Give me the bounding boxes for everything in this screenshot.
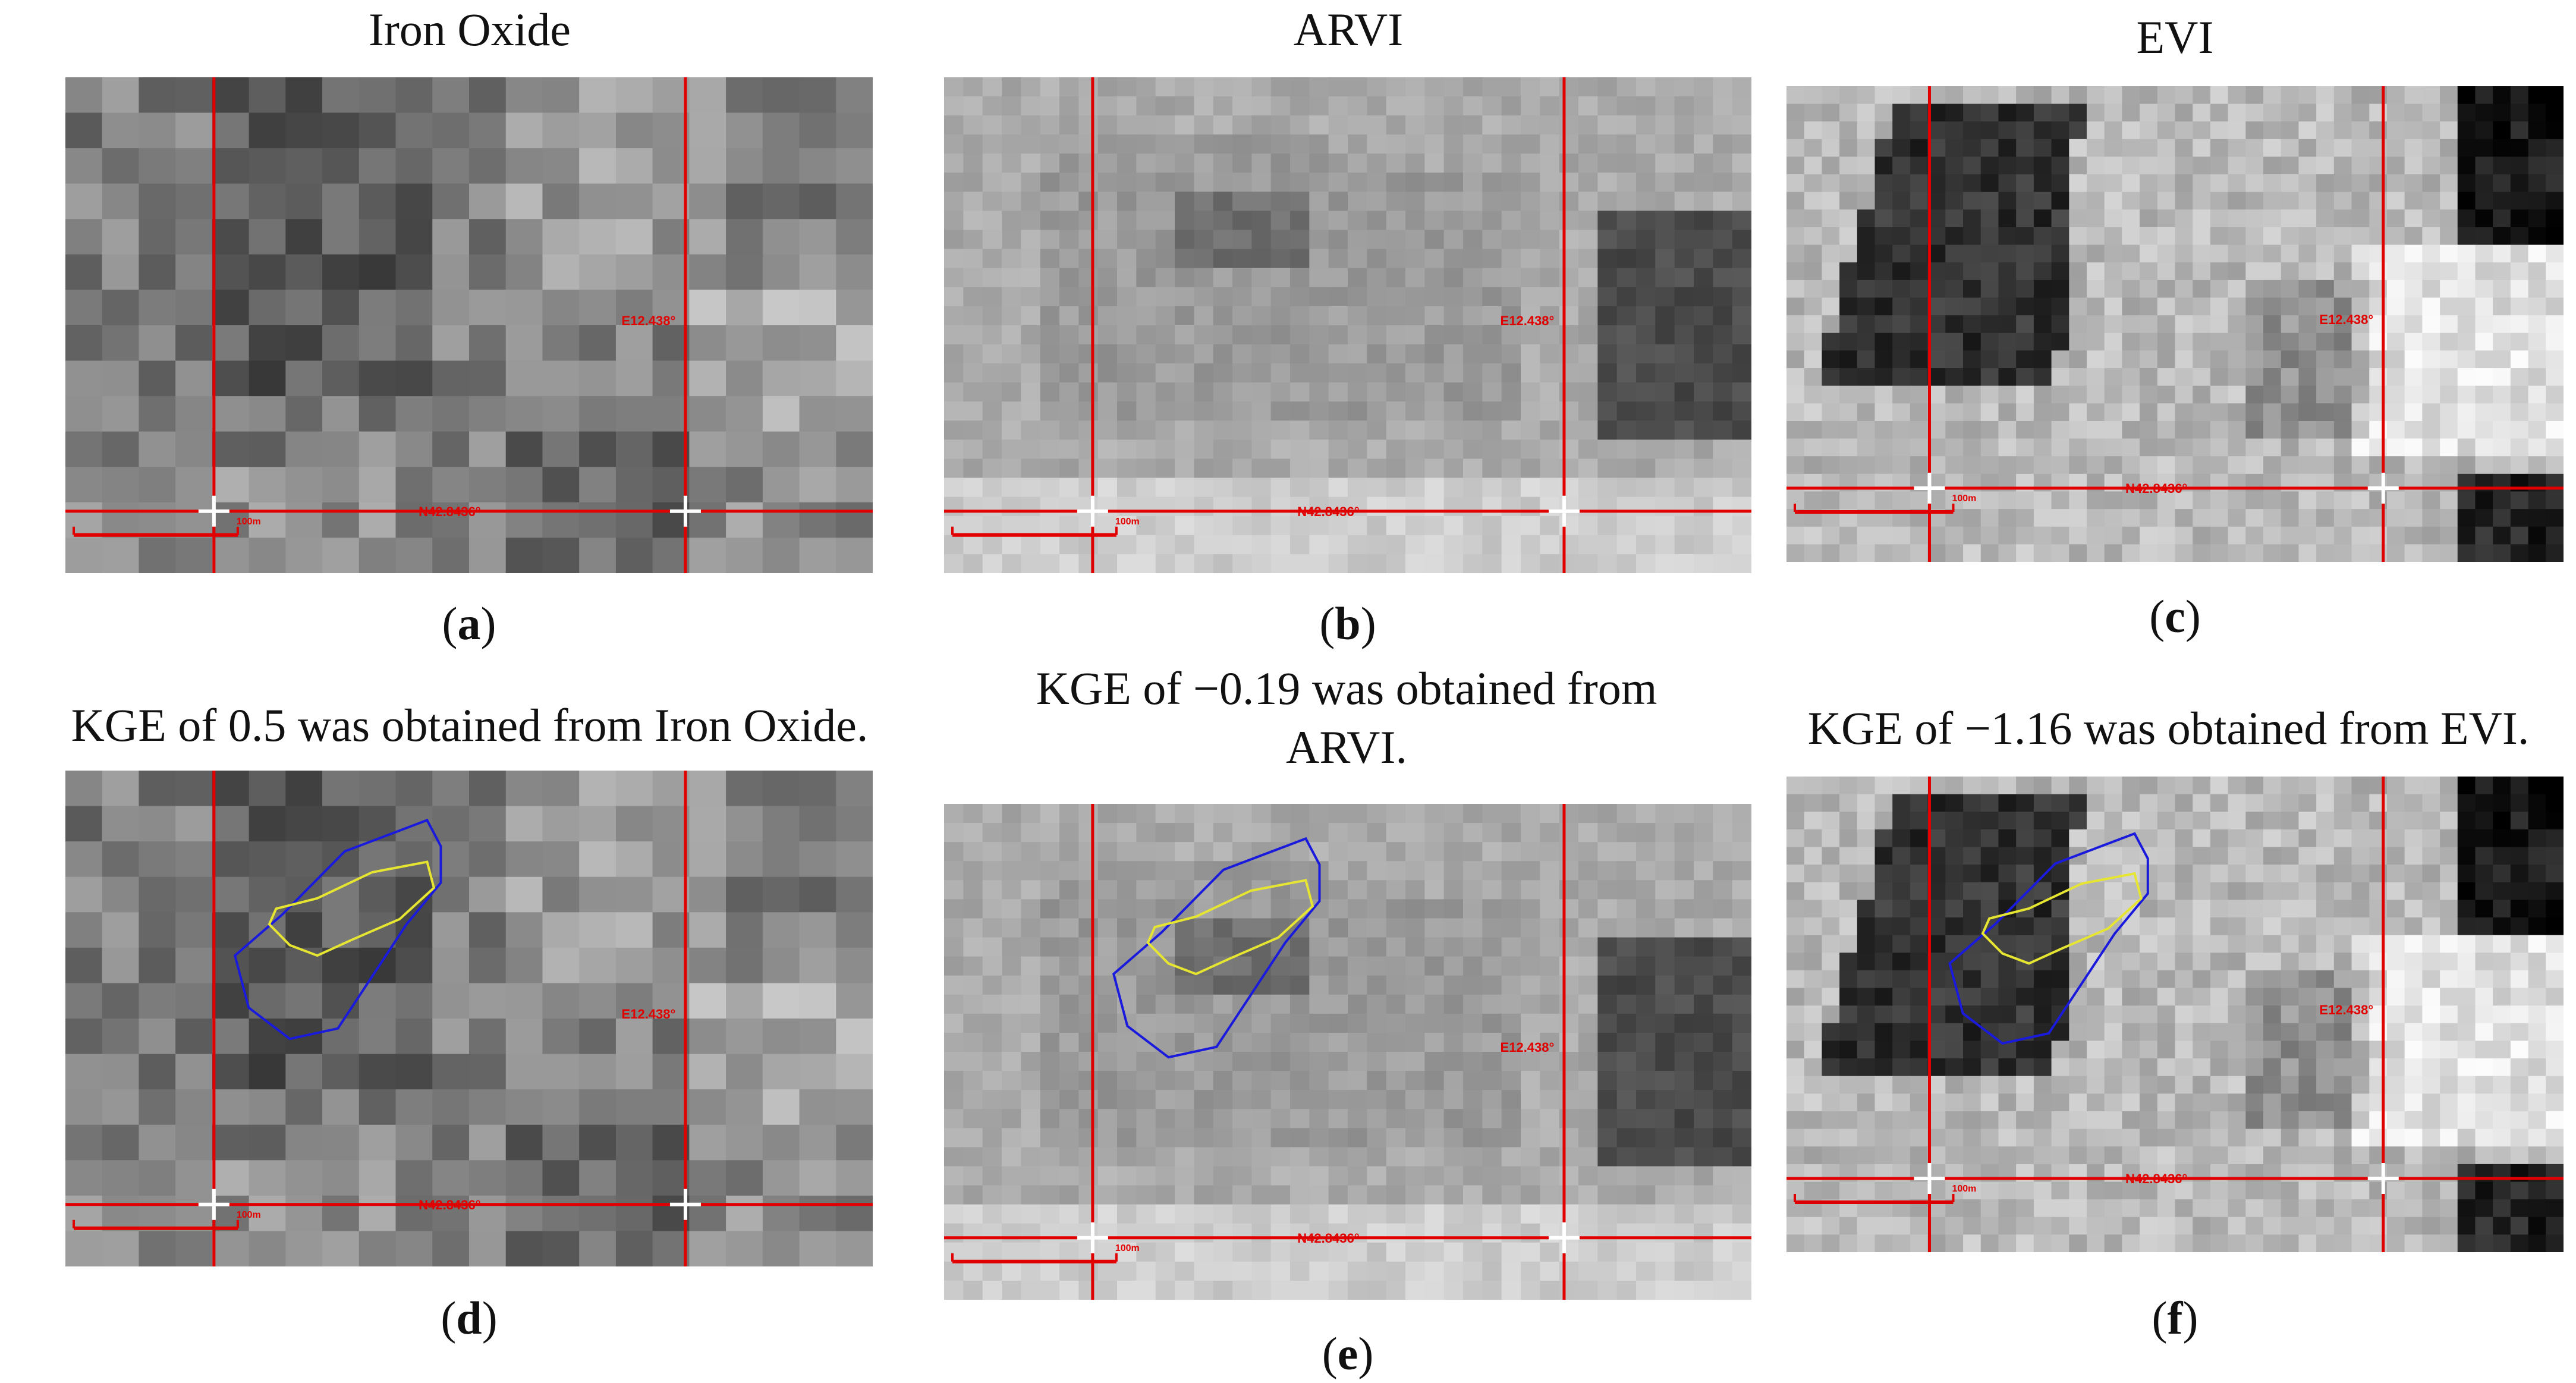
panel-title: KGE of −0.19 was obtained from ARVI. xyxy=(1036,662,1657,774)
east-longitude-label: E12.438° xyxy=(622,313,676,328)
raster-svg: E12.438° N42.8436° 100m xyxy=(1786,86,2564,562)
raster-image-iron-oxide-with-boundaries: E12.438° N42.8436° 100m xyxy=(65,771,873,1266)
panel-caption: (f) xyxy=(2152,1292,2198,1344)
scale-bar xyxy=(951,526,1118,537)
panel-caption: (e) xyxy=(1322,1328,1374,1379)
outer-boundary-outline xyxy=(1948,832,2149,1045)
raster-image-arvi: E12.438° N42.8436° 100m xyxy=(944,77,1751,573)
east-longitude-label: E12.438° xyxy=(1501,313,1555,328)
east-longitude-label: E12.438° xyxy=(1501,1040,1555,1055)
scale-bar xyxy=(951,1253,1118,1263)
north-latitude-label: N42.8436° xyxy=(419,504,480,519)
raster-image-evi: E12.438° N42.8436° 100m xyxy=(1786,86,2564,562)
crosshair-marker xyxy=(1077,1222,1108,1253)
panel-title: KGE of 0.5 was obtained from Iron Oxide. xyxy=(71,699,869,751)
raster-image-arvi-with-boundaries: E12.438° N42.8436° 100m xyxy=(944,804,1751,1300)
raster-cells xyxy=(1786,86,2564,562)
crosshair-marker xyxy=(198,495,229,527)
inner-boundary-outline xyxy=(268,860,436,957)
scale-bar-label: 100m xyxy=(237,517,261,527)
raster-svg: E12.438° N42.8436° 100m xyxy=(65,771,873,1266)
north-latitude-label: N42.8436° xyxy=(1297,1231,1359,1246)
inner-boundary-outline xyxy=(1981,872,2143,965)
panel-letter: e xyxy=(1337,1328,1358,1379)
panel-letter: b xyxy=(1335,598,1361,649)
north-latitude-label: N42.8436° xyxy=(419,1197,480,1212)
outer-boundary-outline xyxy=(233,818,442,1041)
scale-bar xyxy=(73,526,239,537)
panel-caption: (d) xyxy=(441,1292,498,1344)
panel-title: KGE of −1.16 was obtained from EVI. xyxy=(1807,702,2530,754)
raster-cells xyxy=(944,804,1751,1300)
panel-caption: (b) xyxy=(1319,598,1376,649)
inner-boundary-outline xyxy=(1146,879,1314,976)
raster-cells xyxy=(944,77,1751,573)
raster-image-evi-with-boundaries: E12.438° N42.8436° 100m xyxy=(1786,777,2564,1252)
raster-svg: E12.438° N42.8436° 100m xyxy=(944,804,1751,1300)
raster-cells xyxy=(65,771,873,1266)
crosshair-marker xyxy=(1077,495,1108,527)
panel-caption: (c) xyxy=(2149,590,2201,642)
raster-svg: E12.438° N42.8436° 100m xyxy=(944,77,1751,573)
panel-letter: d xyxy=(456,1292,482,1344)
panel-title: EVI xyxy=(2136,11,2214,63)
crosshair-marker xyxy=(669,1189,701,1220)
raster-svg: E12.438° N42.8436° 100m xyxy=(1786,777,2564,1252)
scale-bar xyxy=(73,1219,239,1230)
crosshair-marker xyxy=(669,495,701,527)
panel-letter: c xyxy=(2165,590,2185,642)
north-latitude-label: N42.8436° xyxy=(2125,1171,2187,1186)
east-longitude-label: E12.438° xyxy=(2319,312,2373,327)
raster-cells xyxy=(65,77,873,573)
scale-bar-label: 100m xyxy=(1115,517,1140,527)
scale-bar-label: 100m xyxy=(1115,1243,1140,1253)
scale-bar-label: 100m xyxy=(1952,1184,1976,1194)
north-latitude-label: N42.8436° xyxy=(2125,481,2187,496)
east-longitude-label: E12.438° xyxy=(2319,1002,2373,1017)
panel-title: Iron Oxide xyxy=(368,4,571,55)
raster-cells xyxy=(1786,777,2564,1252)
scale-bar-label: 100m xyxy=(1952,494,1976,504)
crosshair-marker xyxy=(2367,1163,2399,1194)
raster-svg: E12.438° N42.8436° 100m xyxy=(65,77,873,573)
panel-letter: a xyxy=(457,598,481,649)
panel-caption: (a) xyxy=(442,598,496,649)
north-latitude-label: N42.8436° xyxy=(1297,504,1359,519)
crosshair-marker xyxy=(198,1189,229,1220)
east-longitude-label: E12.438° xyxy=(622,1007,676,1021)
crosshair-marker xyxy=(1548,1222,1580,1253)
scale-bar xyxy=(1794,504,1955,514)
scale-bar xyxy=(1794,1194,1955,1204)
crosshair-marker xyxy=(1914,473,1945,504)
crosshair-marker xyxy=(1914,1163,1945,1194)
scale-bar-label: 100m xyxy=(237,1210,261,1220)
crosshair-marker xyxy=(2367,473,2399,504)
outer-boundary-outline xyxy=(1112,837,1321,1059)
crosshair-marker xyxy=(1548,495,1580,527)
panel-title: ARVI xyxy=(1293,4,1404,55)
raster-image-iron-oxide: E12.438° N42.8436° 100m xyxy=(65,77,873,573)
panel-letter: f xyxy=(2167,1292,2183,1344)
